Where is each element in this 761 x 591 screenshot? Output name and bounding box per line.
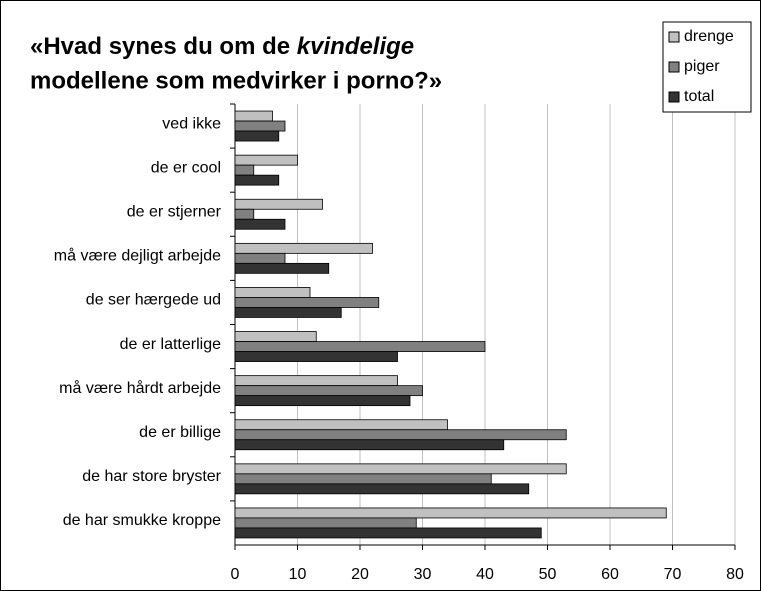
x-tick-label: 30 bbox=[414, 566, 432, 583]
bar bbox=[234, 351, 398, 362]
bar bbox=[234, 517, 417, 529]
bar bbox=[234, 110, 273, 122]
x-tick-label: 0 bbox=[231, 566, 240, 583]
chart-title: «Hvad synes du om de kvindelige bbox=[30, 33, 414, 60]
y-tick-label: må være hårdt arbejde bbox=[59, 379, 221, 397]
bar bbox=[234, 419, 448, 431]
chart-title: modellene som medvirker i porno?» bbox=[30, 67, 442, 94]
bar bbox=[234, 218, 286, 230]
bar bbox=[234, 198, 323, 210]
bar bbox=[234, 385, 423, 397]
bar bbox=[234, 164, 255, 176]
bar bbox=[234, 527, 542, 539]
bar bbox=[234, 507, 667, 519]
bar bbox=[234, 483, 530, 495]
bar bbox=[234, 287, 311, 298]
x-tick-label: 70 bbox=[664, 566, 682, 583]
bar bbox=[234, 395, 411, 407]
x-tick-label: 20 bbox=[351, 566, 369, 583]
y-tick-label: de er stjerner bbox=[127, 203, 222, 220]
x-tick-label: 50 bbox=[539, 566, 557, 583]
legend-swatch bbox=[668, 91, 680, 103]
bar bbox=[234, 252, 286, 264]
legend-label: drenge bbox=[684, 28, 734, 45]
x-tick-label: 10 bbox=[289, 566, 307, 583]
bar bbox=[234, 242, 373, 254]
title-part: «Hvad synes du om de bbox=[30, 33, 290, 60]
y-tick-label: ved ikke bbox=[162, 115, 221, 132]
bar bbox=[234, 429, 567, 441]
legend-label: total bbox=[684, 88, 714, 105]
y-tick-label: de har smukke kroppe bbox=[63, 512, 221, 529]
y-tick-label: de ser hærgede ud bbox=[86, 292, 221, 309]
x-tick-label: 60 bbox=[601, 566, 619, 583]
bar bbox=[234, 262, 330, 274]
bar bbox=[234, 297, 380, 308]
bar bbox=[234, 341, 486, 352]
bar bbox=[234, 174, 280, 186]
legend-swatch bbox=[668, 61, 680, 73]
title-part: kvindelige bbox=[297, 33, 414, 60]
bar bbox=[234, 463, 567, 475]
legend-swatch bbox=[668, 31, 680, 43]
bar bbox=[234, 375, 398, 387]
y-tick-label: de er latterlige bbox=[120, 336, 221, 353]
legend-label: piger bbox=[684, 58, 720, 75]
bar bbox=[234, 154, 298, 166]
y-tick-label: de er billige bbox=[139, 424, 221, 441]
bar bbox=[234, 473, 492, 485]
x-tick-label: 80 bbox=[726, 566, 744, 583]
y-tick-label: de har store bryster bbox=[82, 468, 221, 485]
bar bbox=[234, 331, 317, 342]
x-tick-label: 40 bbox=[476, 566, 494, 583]
bar bbox=[234, 307, 342, 318]
y-tick-label: må være dejligt arbejde bbox=[54, 247, 221, 265]
bar bbox=[234, 120, 286, 132]
y-tick-label: de er cool bbox=[151, 159, 221, 176]
bar bbox=[234, 439, 505, 451]
bar bbox=[234, 130, 280, 142]
bar bbox=[234, 208, 255, 220]
